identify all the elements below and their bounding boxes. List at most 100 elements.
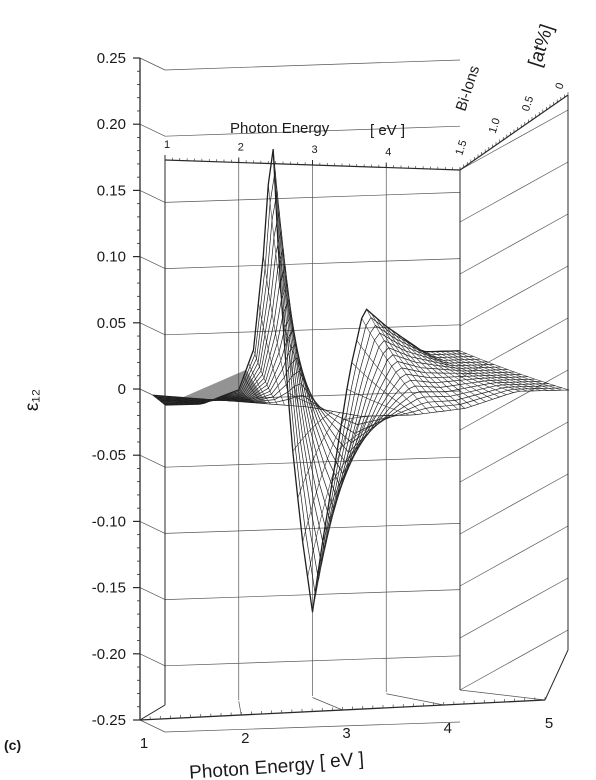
surface-line-const-energy [356, 340, 424, 414]
x-tick-label: 1 [140, 735, 148, 752]
depth-tick-label: 0.5 [520, 95, 536, 113]
surface-line-const-energy [209, 399, 216, 402]
surface-line-const-energy [346, 388, 410, 416]
surface-line-const-energy [253, 349, 278, 405]
surface-line-const-energy [218, 397, 229, 402]
surface-line-const-energy [287, 392, 327, 411]
top-x-tick-label: 3 [311, 144, 317, 156]
surface-line-const-energy [180, 396, 185, 405]
z-tick-label: -0.05 [92, 447, 126, 464]
surface-line-const-energy [277, 245, 313, 408]
z-tick-label: 0.20 [97, 116, 126, 133]
right-wall-grid [459, 577, 569, 639]
z-tick-label: 0.15 [97, 182, 126, 199]
surface-line-const-energy [282, 322, 320, 410]
z-tick-label: 0.05 [97, 315, 126, 332]
right-wall-grid [459, 213, 569, 275]
surface-line-const-energy [454, 350, 563, 391]
surface-line-const-energy [238, 389, 257, 404]
surface-line-const-energy [228, 393, 243, 403]
left-wall-grid [139, 587, 166, 600]
left-wall-grid [139, 256, 166, 269]
surface-line-const-energy [186, 397, 190, 405]
z-tick-label: 0.25 [97, 50, 126, 67]
surface-line-const-energy [199, 398, 202, 405]
x-tick-label: 3 [342, 725, 350, 742]
panel-label: (c) [4, 737, 21, 753]
surface-line-const-energy [371, 313, 445, 412]
depth-tick-label: 1.5 [453, 139, 469, 157]
surface-line-const-energy [395, 333, 479, 405]
z-tick-label: 0.10 [97, 249, 126, 266]
surface-line-const-energy [327, 415, 382, 513]
back-wall-grid [164, 721, 461, 733]
back-wall-grid [164, 125, 461, 137]
surface-line-const-energy [312, 416, 362, 613]
x-tick-label: 5 [545, 715, 553, 732]
right-wall-grid [459, 421, 569, 483]
z-tick-label: -0.25 [92, 712, 126, 729]
right-wall-grid [459, 109, 569, 171]
x-axis-label: Photon Energy [188, 754, 315, 780]
z-tick-label: 0 [118, 381, 126, 398]
surface-line-const-energy [450, 350, 556, 391]
right-wall-grid [459, 629, 569, 691]
surface-line-const-energy [268, 184, 299, 407]
surface-line-const-energy [317, 415, 368, 577]
surface-line-const-energy [430, 351, 528, 392]
surface-line-const-energy [400, 336, 486, 402]
surface-line-const-energy [223, 395, 236, 402]
floor-grid [238, 701, 242, 716]
left-wall-grid [139, 653, 166, 667]
right-wall-grid [459, 265, 569, 327]
x-tick-label: 4 [444, 720, 452, 737]
top-x-axis-unit: [ eV ] [370, 122, 405, 139]
surface-line-const-energy [420, 349, 514, 393]
surface-line-const-energy [272, 149, 306, 407]
left-wall-grid [139, 322, 166, 336]
floor-grid [312, 697, 343, 711]
depth-tick-label: 0 [553, 81, 566, 91]
left-wall-grid [139, 454, 166, 468]
left-wall-grid [139, 57, 166, 71]
surface-line-const-energy [214, 399, 222, 401]
surface-line-const-energy [297, 412, 341, 499]
left-wall-grid [139, 719, 166, 733]
right-wall-grid [459, 525, 569, 587]
surface-line-const-energy [415, 346, 507, 395]
surface-line-const-energy [376, 317, 452, 411]
right-wall-grid [459, 369, 569, 431]
floor-grid [459, 689, 546, 701]
axes-frame [133, 57, 569, 721]
top-x-tick-label: 1 [164, 139, 170, 151]
surface-line-const-energy [258, 302, 285, 406]
floor-left-edge [139, 704, 166, 721]
z-tick-label: -0.10 [92, 513, 126, 530]
right-wall-grid [459, 161, 569, 223]
x-axis-unit: [ eV ] [319, 749, 365, 773]
surface-line-const-energy [390, 329, 472, 407]
surface-mesh [152, 149, 570, 613]
back-wall-grid [164, 59, 461, 71]
surface-line-const-energy [459, 350, 570, 391]
surface-line-const-energy [152, 394, 166, 406]
left-wall-grid [139, 190, 166, 203]
tick-labels: 0.25 0.20 0.15 0.10 0.05 0 -0.05 -0.10 -0.15 -0.2… [92, 50, 567, 752]
z-axis-label: ε₁₂ [22, 389, 43, 411]
depth-axis-label: Bi-Ions [453, 64, 484, 114]
z-tick-label: -0.15 [92, 580, 126, 597]
floor-right-edge [544, 649, 569, 701]
top-x-tick-label: 4 [385, 147, 391, 159]
right-wall-grid [459, 317, 569, 379]
z-tick-label: -0.20 [92, 646, 126, 663]
surface-line-const-energy [263, 255, 292, 406]
surface-line-const-energy [233, 391, 250, 403]
surface-line-const-energy [405, 339, 493, 400]
surface-line-const-energy [410, 343, 500, 398]
surface-line-const-energy [445, 350, 549, 391]
depth-axis-unit: [at%] [525, 22, 558, 70]
surface-line-const-energy [381, 321, 459, 410]
left-wall-grid [139, 123, 166, 137]
surface-line-const-energy [361, 318, 431, 413]
